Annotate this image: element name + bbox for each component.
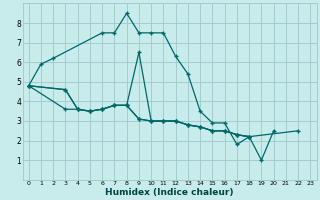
X-axis label: Humidex (Indice chaleur): Humidex (Indice chaleur) bbox=[105, 188, 234, 197]
